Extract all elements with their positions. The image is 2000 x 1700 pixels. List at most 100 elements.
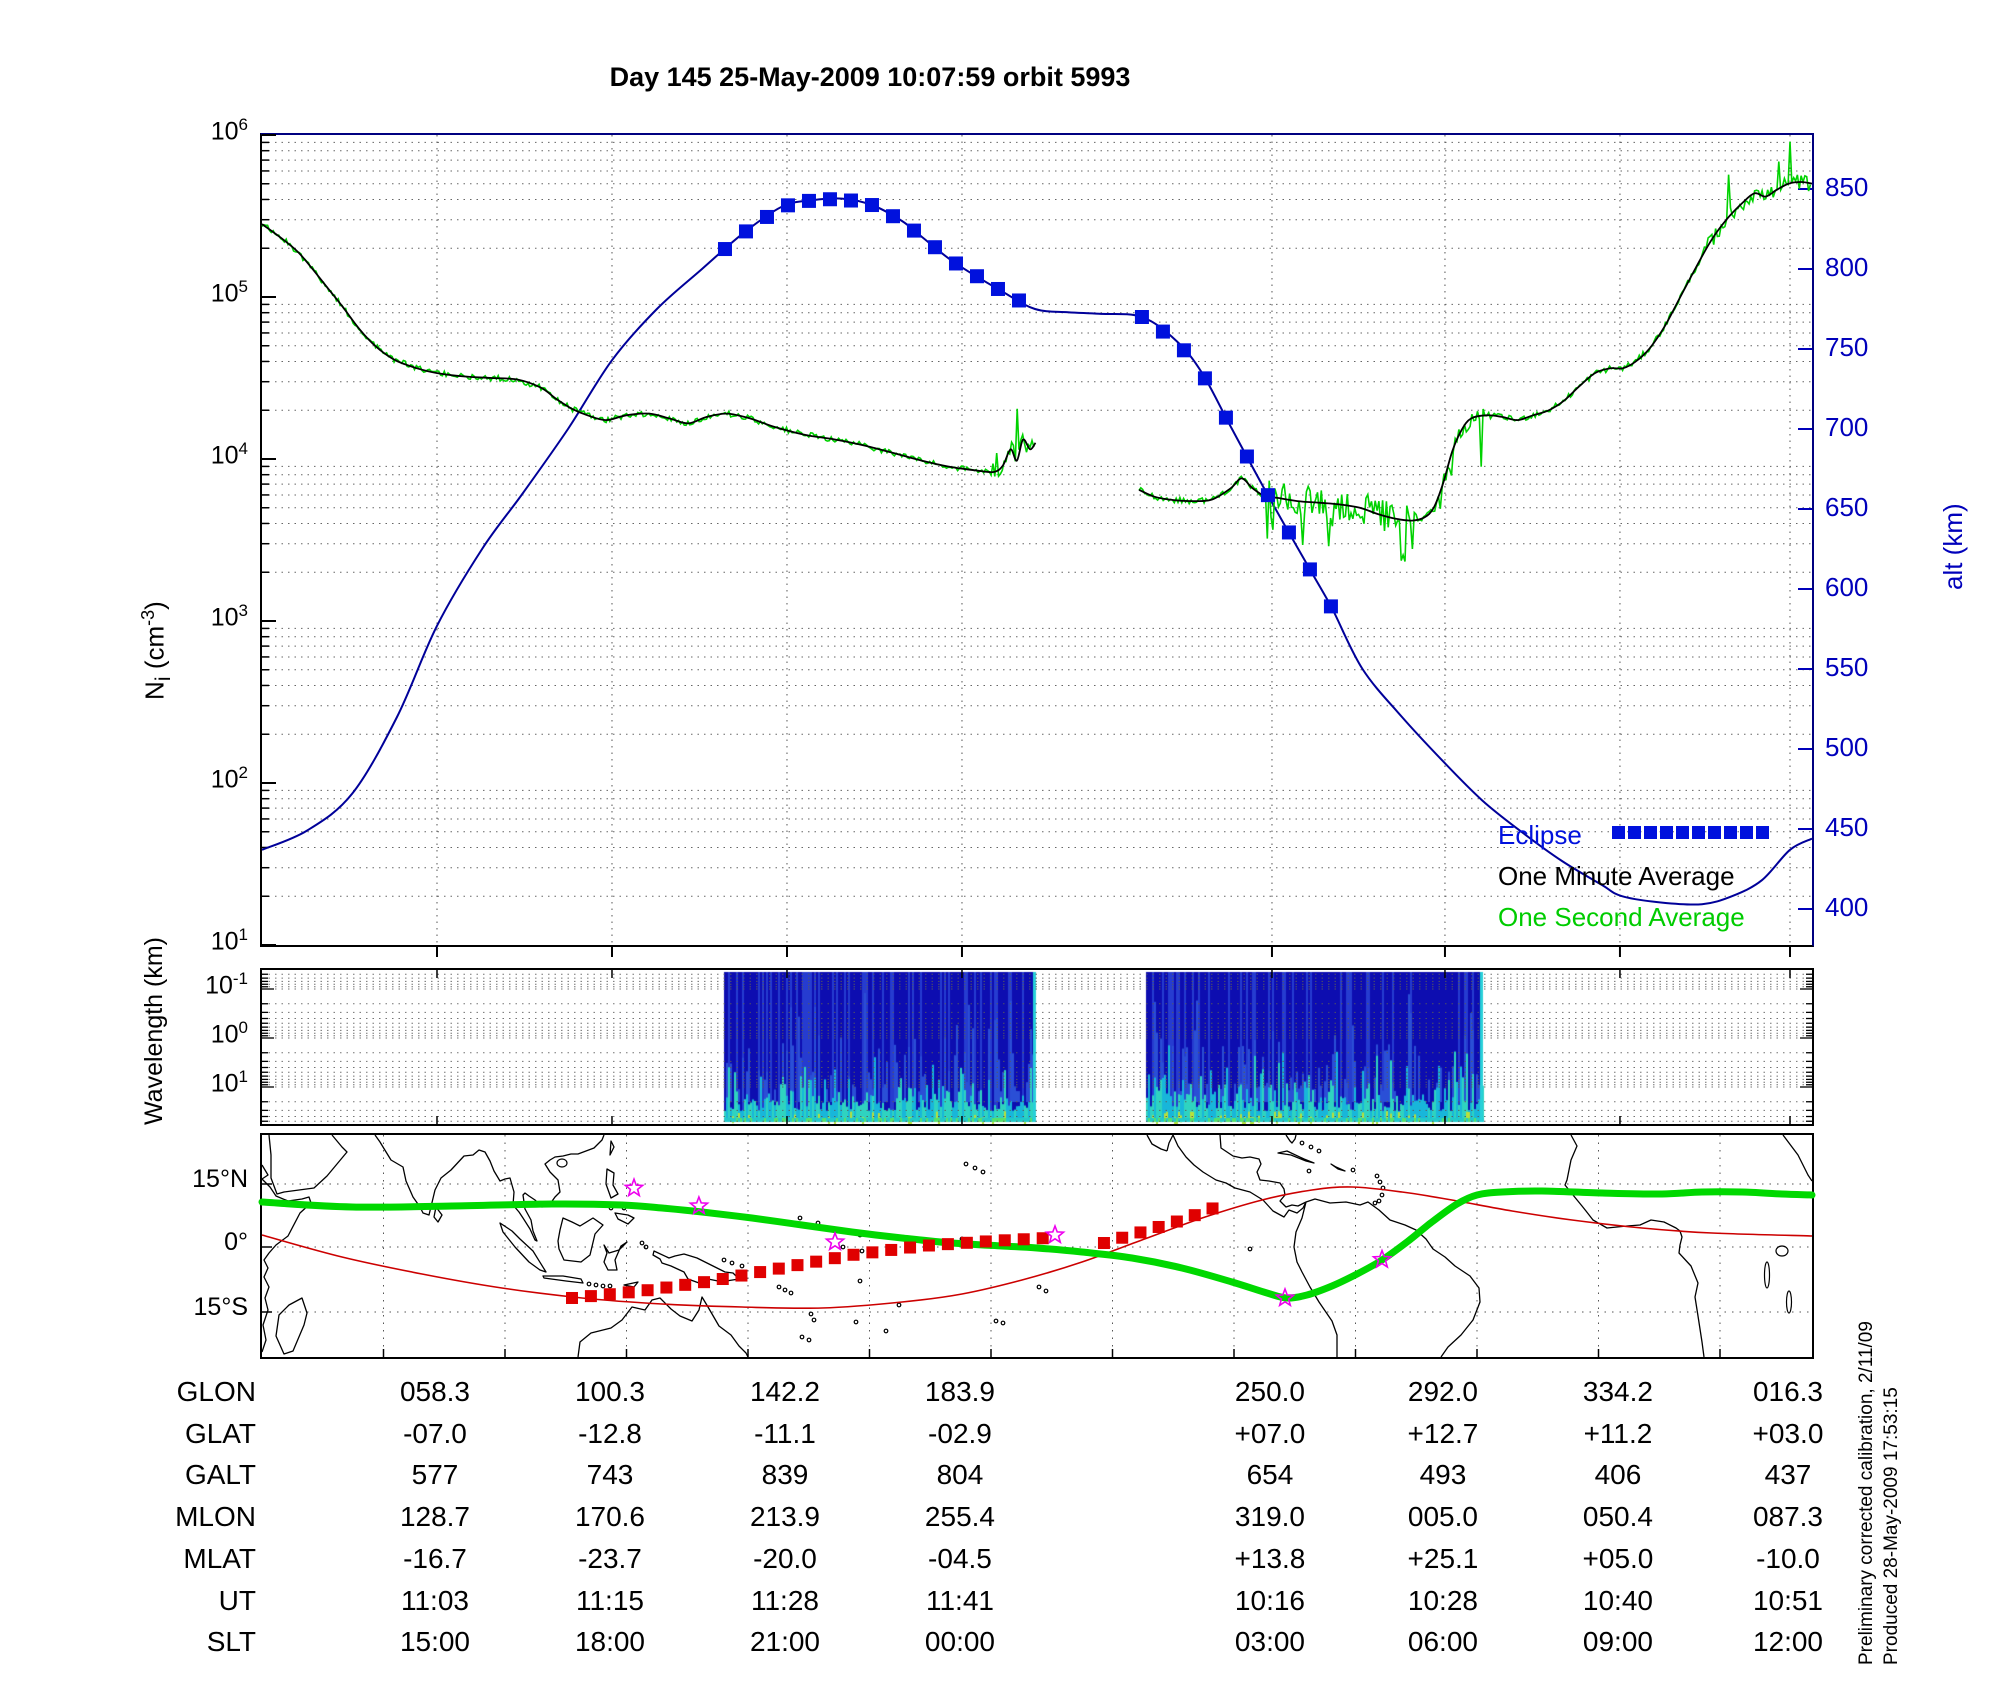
coastline [1166, 1134, 1174, 1152]
table-cell-UT-6: 10:40 [1582, 1584, 1653, 1616]
table-cell-UT-1: 11:15 [575, 1584, 644, 1616]
map-eclipse-dash [1017, 1233, 1030, 1246]
eclipse-dash-marker [1612, 826, 1772, 840]
side-note-0: Preliminary corrected calibration, 2/11/… [1856, 1321, 1877, 1665]
coastline [605, 1168, 619, 1199]
density-ytick-10e6: 106 [210, 115, 248, 146]
table-cell-MLON-0: 128.7 [399, 1501, 471, 1533]
coastline [609, 1140, 615, 1156]
table-row-label-GALT: GALT [184, 1459, 256, 1491]
coastline [542, 1275, 584, 1284]
coastline [1330, 1163, 1346, 1172]
alt-ytick-850: 850 [1825, 172, 1869, 202]
map-eclipse-dash [1188, 1209, 1201, 1222]
map-eclipse-dash [1170, 1215, 1183, 1228]
density-ytick-10e5: 105 [210, 277, 248, 308]
table-cell-MLON-5: 005.0 [1407, 1501, 1478, 1533]
map-eclipse-dash [641, 1284, 654, 1297]
map-eclipse-dash [679, 1278, 692, 1291]
wavelength-ytick-10e0: 100 [210, 1018, 248, 1049]
wavelength-ytick-10e1: 101 [210, 1067, 248, 1098]
map-eclipse-dash [772, 1262, 785, 1275]
density-ytick-10e3: 103 [210, 601, 248, 632]
table-cell-GALT-6: 406 [1594, 1459, 1642, 1491]
table-cell-MLAT-3: -04.5 [928, 1542, 992, 1574]
table-cell-GLON-4: 250.0 [1234, 1376, 1305, 1407]
star-marker [688, 1194, 710, 1216]
world-map [258, 1134, 1816, 1358]
map-eclipse-dash [979, 1235, 992, 1248]
map-eclipse-dash [754, 1266, 767, 1279]
wavelength-ytick-10e-1: 10-1 [205, 969, 248, 1000]
table-cell-UT-3: 11:41 [925, 1584, 994, 1616]
map-eclipse-dash [810, 1255, 823, 1268]
table-cell-GLAT-0: -07.0 [403, 1417, 467, 1449]
satellite-ground-track [258, 1187, 1816, 1302]
ground-track-map-panel [258, 1133, 1816, 1359]
alt-ytick-700: 700 [1825, 412, 1869, 442]
map-lat-label-1: 0° [224, 1228, 248, 1256]
table-cell-MLAT-5: +25.1 [1407, 1542, 1479, 1574]
table-cell-SLT-1: 18:00 [574, 1626, 646, 1658]
density-ytick-10e2: 102 [210, 763, 248, 794]
magnetic-equator-line [261, 1186, 1813, 1310]
table-row-label-GLAT: GLAT [184, 1417, 256, 1449]
table-cell-SLT-7: 12:00 [1752, 1626, 1824, 1658]
table-cell-GLON-0: 058.3 [399, 1376, 471, 1407]
alt-ytick-600: 600 [1825, 572, 1869, 602]
table-cell-GLON-6: 334.2 [1582, 1376, 1653, 1407]
table-cell-GALT-5: 493 [1419, 1459, 1467, 1491]
table-cell-GLON-1: 100.3 [574, 1376, 646, 1407]
table-cell-MLON-3: 255.4 [924, 1501, 995, 1533]
table-cell-UT-4: 10:16 [1234, 1584, 1305, 1616]
table-cell-GLAT-6: +11.2 [1583, 1417, 1653, 1449]
table-cell-GLAT-4: +07.0 [1234, 1417, 1306, 1449]
table-cell-SLT-2: 21:00 [749, 1626, 821, 1658]
alt-ytick-650: 650 [1825, 492, 1869, 522]
table-cell-GLAT-5: +12.7 [1407, 1417, 1479, 1449]
map-eclipse-dash [828, 1252, 841, 1265]
table-cell-GALT-1: 743 [586, 1459, 634, 1491]
star-marker [1371, 1248, 1393, 1269]
table-cell-MLAT-4: +13.8 [1234, 1542, 1306, 1574]
table-cell-SLT-0: 15:00 [399, 1626, 471, 1658]
table-cell-GLAT-7: +03.0 [1752, 1417, 1824, 1449]
map-eclipse-dash [866, 1246, 879, 1259]
table-cell-UT-0: 11:03 [400, 1584, 469, 1616]
table-cell-MLON-7: 087.3 [1752, 1501, 1824, 1533]
table-cell-SLT-6: 09:00 [1582, 1626, 1653, 1658]
side-note-1: Produced 28-May-2009 17:53:15 [1881, 1387, 1902, 1665]
table-row-label-GLON: GLON [176, 1376, 256, 1407]
table-cell-MLAT-0: -16.7 [403, 1542, 467, 1574]
coastline [374, 1134, 605, 1242]
table-cell-UT-7: 10:51 [1752, 1584, 1824, 1616]
map-eclipse-dash [960, 1236, 973, 1249]
coastline [1564, 1134, 1705, 1358]
wavelength-spectrogram-panel [260, 968, 1814, 1126]
map-lat-label-0: 15°N [192, 1165, 248, 1193]
table-cell-MLON-1: 170.6 [574, 1501, 646, 1533]
table-cell-SLT-4: 03:00 [1234, 1626, 1305, 1658]
table-row-label-MLAT: MLAT [183, 1542, 256, 1574]
table-cell-SLT-5: 06:00 [1407, 1626, 1478, 1658]
star-marker [1274, 1286, 1296, 1308]
alt-ytick-500: 500 [1825, 732, 1869, 762]
density-altitude-panel [260, 133, 1814, 957]
legend-label: Eclipse [1498, 820, 1582, 850]
table-cell-MLON-2: 213.9 [749, 1501, 821, 1533]
spectrogram-grid [262, 970, 1812, 1124]
coastline [1172, 1134, 1307, 1218]
figure-title: Day 145 25-May-2009 10:07:59 orbit 5993 [609, 62, 1131, 92]
table-row-label-UT: UT [218, 1584, 256, 1616]
table-cell-GLON-7: 016.3 [1752, 1376, 1824, 1407]
map-eclipse-dash [885, 1243, 898, 1256]
coastline [557, 1217, 604, 1263]
map-eclipse-dash [1134, 1226, 1147, 1239]
map-eclipse-dash [941, 1238, 954, 1251]
table-cell-MLAT-2: -20.0 [753, 1542, 817, 1574]
map-eclipse-dash [698, 1276, 711, 1289]
map-eclipse-dash [1206, 1202, 1219, 1215]
table-cell-GLAT-2: -11.1 [754, 1417, 816, 1449]
table-cell-GLON-5: 292.0 [1407, 1376, 1478, 1407]
